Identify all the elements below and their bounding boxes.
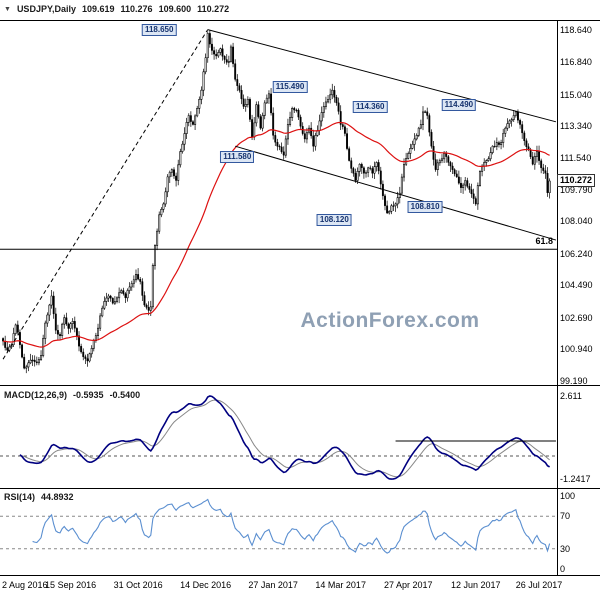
chart-title: ▼ USDJPY,Daily 109.619 110.276 109.600 1…: [4, 4, 229, 14]
price-axis-label: 115.040: [560, 89, 592, 100]
macd-axis-bottom-label: -1.2417: [560, 474, 591, 484]
date-axis-label: 12 Jun 2017: [450, 580, 501, 590]
price-axis-label: 109.790: [560, 184, 593, 195]
price-axis-label: 108.040: [560, 216, 593, 227]
price-axis-label: 99.190: [560, 376, 588, 387]
swing-price-label: 118.650: [141, 23, 177, 36]
rsi-panel-header: RSI(14) 44.8932: [4, 492, 74, 502]
ohlc-close: 110.272: [197, 4, 230, 14]
price-axis-label: 113.340: [560, 120, 592, 131]
date-axis-label: 26 Jul 2017: [515, 580, 563, 590]
candlestick-up-bodies: [8, 33, 551, 369]
swing-price-label: 114.490: [441, 98, 477, 111]
price-axis-label: 106.240: [560, 248, 593, 259]
swing-price-label: 108.810: [407, 201, 443, 214]
swing-price-label: 108.120: [316, 213, 352, 226]
price-axis-label: 111.540: [560, 153, 592, 164]
channel-upper-line: [207, 29, 557, 123]
macd-line: [19, 395, 550, 480]
rsi-axis-label: 70: [560, 511, 571, 522]
watermark: ActionForex.com: [300, 309, 480, 332]
fib-ratio-label: 61.8: [535, 236, 553, 247]
date-axis-label: 2 Aug 2016: [2, 580, 48, 590]
rsi-line: [32, 498, 551, 554]
date-axis-label: 27 Jan 2017: [248, 580, 298, 590]
rsi-axis-label: 30: [560, 543, 571, 554]
ohlc-high: 110.276: [120, 4, 153, 14]
macd-value-signal: -0.5400: [109, 390, 141, 400]
date-axis-label: 14 Dec 2016: [180, 580, 232, 590]
moving-average-line: [2, 121, 550, 348]
symbol-marker-icon: ▼: [4, 5, 11, 13]
swing-price-label: 115.490: [272, 80, 308, 93]
macd-label: MACD(12,26,9): [4, 390, 68, 400]
swing-price-label: 111.580: [220, 151, 255, 164]
macd-value-main: -0.5935: [73, 390, 104, 400]
macd-panel-header: MACD(12,26,9) -0.5935 -0.5400: [4, 390, 140, 400]
symbol-name: USDJPY,Daily: [16, 4, 76, 14]
date-axis-label: 31 Oct 2016: [113, 580, 163, 590]
swing-price-label: 114.360: [352, 101, 388, 114]
date-axis-label: 27 Apr 2017: [383, 580, 433, 590]
rally-trendline-dashed: [2, 29, 209, 360]
price-axis-label: 118.640: [560, 24, 592, 35]
price-axis-label: 116.840: [560, 57, 592, 68]
date-axis-label: 14 Mar 2017: [315, 580, 366, 590]
macd-axis-top-label: 2.611: [560, 391, 582, 401]
rsi-axis-label: 0: [560, 564, 566, 574]
rsi-axis-label: 100: [560, 491, 576, 501]
channel-lower-line: [235, 145, 557, 241]
date-axis-label: 15 Sep 2016: [45, 580, 97, 590]
price-axis-label: 104.490: [560, 280, 593, 291]
price-axis-label: 100.940: [560, 344, 593, 355]
current-price-tag: 110.272: [557, 173, 596, 187]
rsi-label: RSI(14): [4, 492, 36, 502]
macd-signal-line: [19, 399, 550, 478]
ohlc-open: 109.619: [81, 4, 115, 14]
price-axis-label: 102.690: [560, 312, 593, 323]
ohlc-low: 109.600: [158, 4, 192, 14]
rsi-value: 44.8932: [41, 492, 74, 502]
